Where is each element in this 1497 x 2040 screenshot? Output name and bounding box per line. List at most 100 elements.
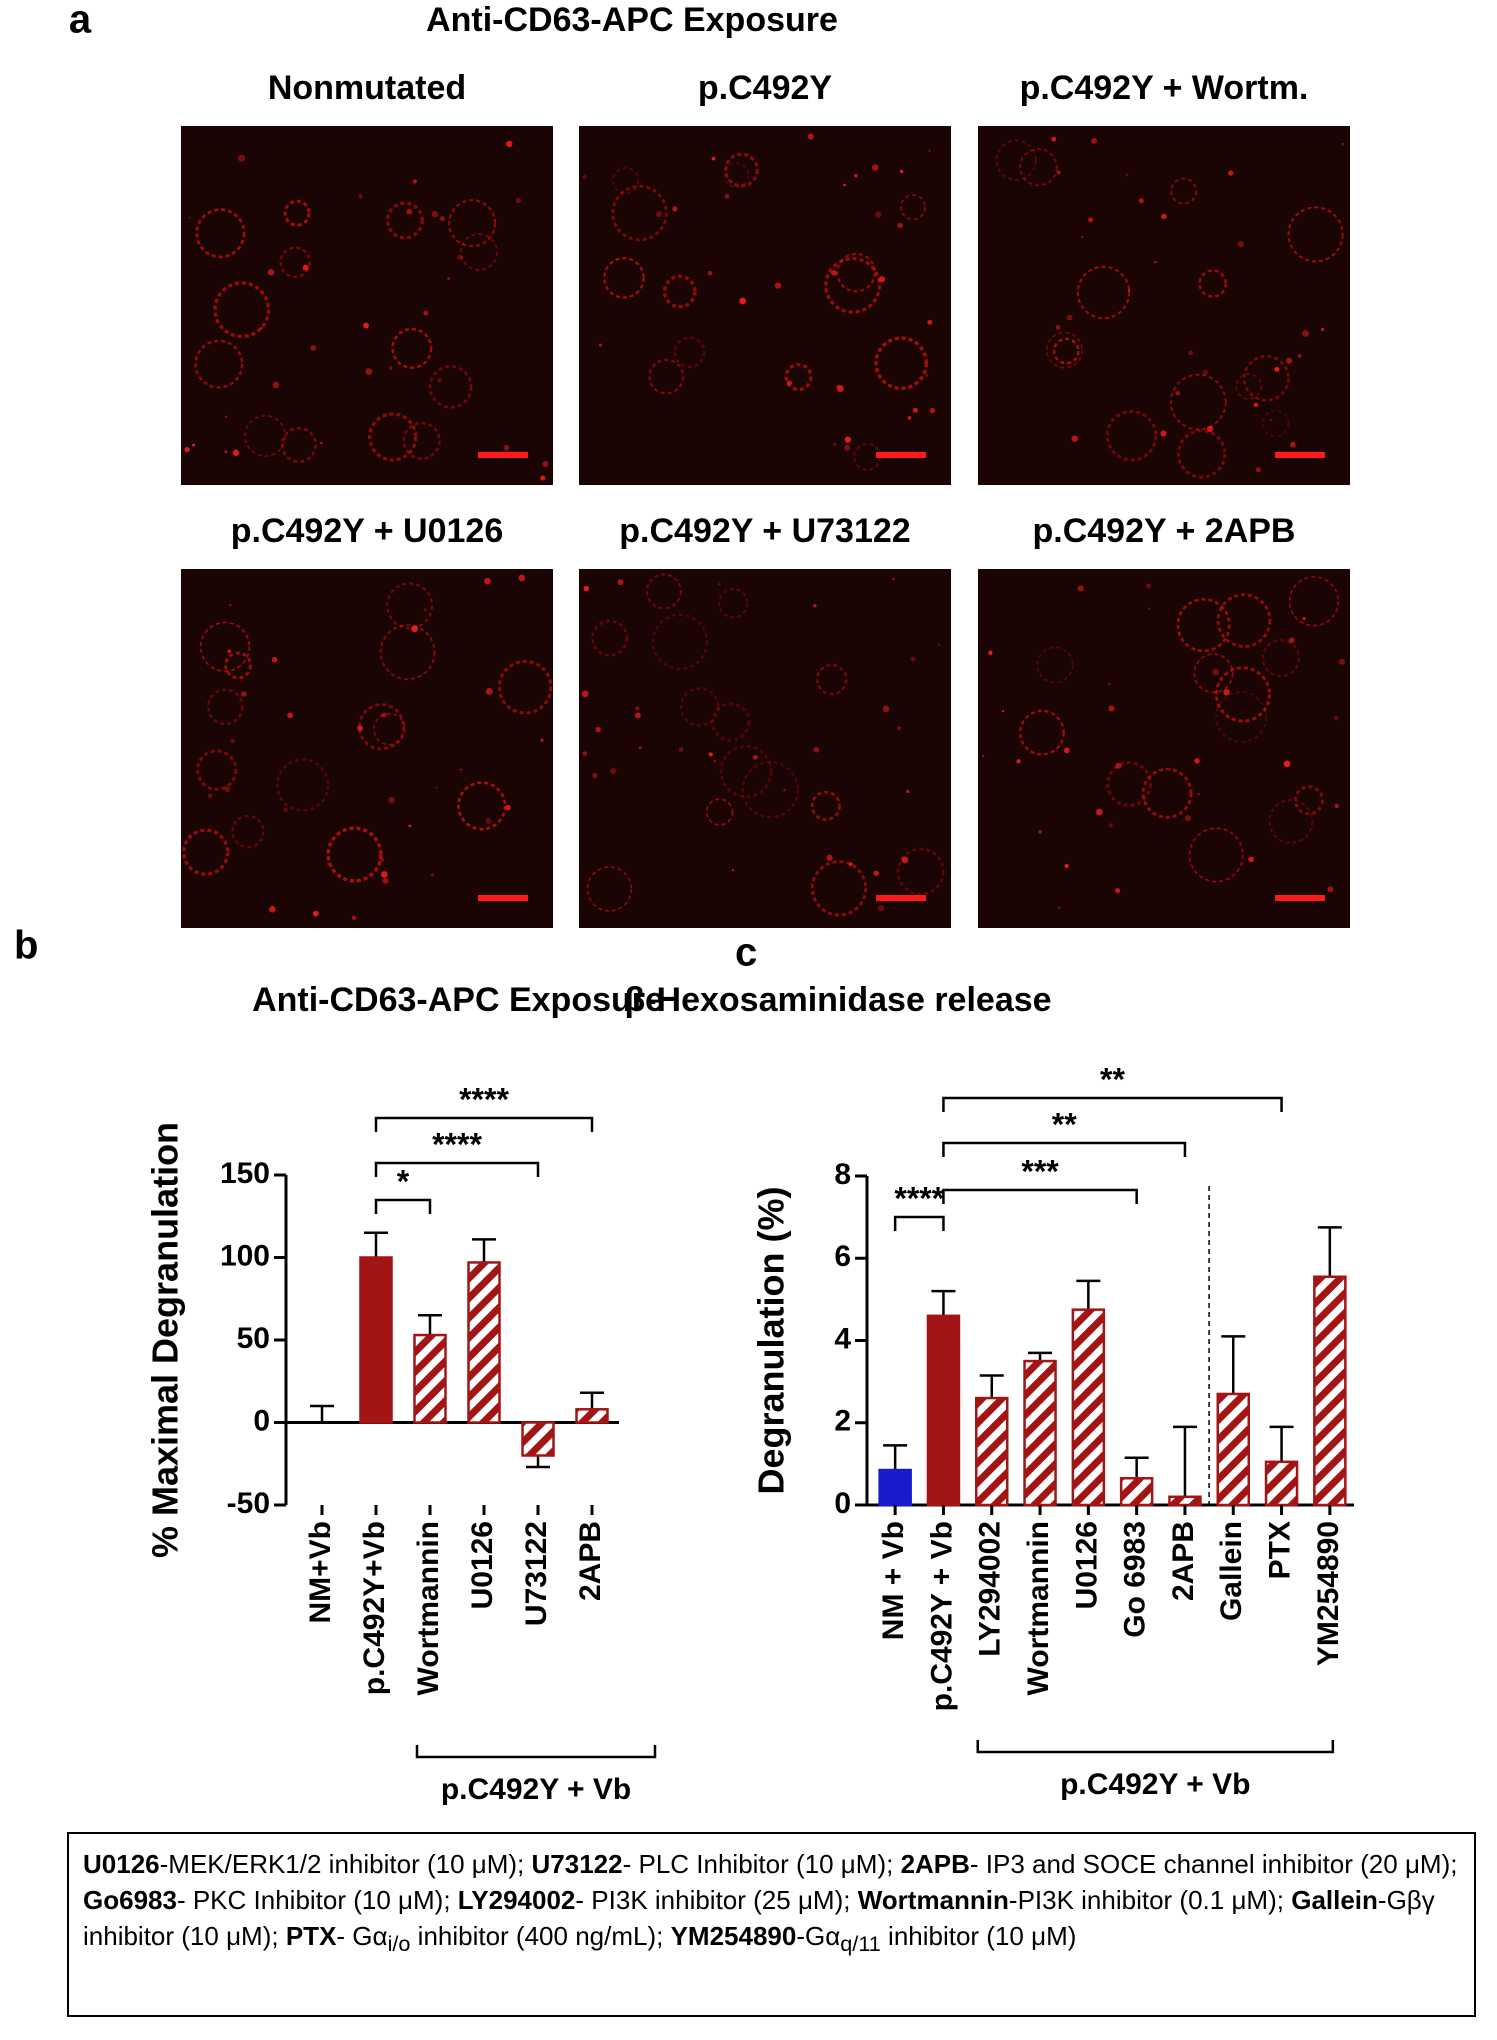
speck [912, 407, 919, 413]
speck [1194, 758, 1200, 764]
cell [1214, 666, 1271, 723]
cell [741, 761, 799, 819]
cell [611, 184, 668, 242]
speck [260, 326, 263, 330]
speck [1269, 419, 1273, 422]
cell [280, 426, 317, 464]
cell [723, 162, 750, 189]
speck [503, 444, 510, 451]
speck [813, 604, 817, 608]
cell [1105, 409, 1158, 462]
speck [540, 475, 546, 481]
speck [1038, 830, 1042, 834]
speck [892, 577, 895, 581]
bar [467, 1261, 501, 1424]
group-label: p.C492Y + Vb [1060, 1768, 1250, 1801]
cell [1019, 148, 1058, 187]
cell [428, 365, 473, 409]
cell [1261, 409, 1290, 437]
cell [1235, 372, 1263, 401]
image-label: p.C492Y + U0126 [231, 512, 504, 550]
x-tick-label: Wortmannin [412, 1521, 445, 1695]
cell [705, 798, 734, 826]
speck [906, 789, 910, 794]
speck [1302, 329, 1309, 337]
speck [1095, 808, 1103, 816]
cell [1288, 576, 1340, 627]
y-axis-label: Degranulation (%) [751, 1186, 792, 1494]
significance-bracket [374, 1198, 432, 1214]
speck [388, 366, 393, 370]
speck [925, 373, 929, 377]
cell [603, 257, 645, 299]
speck [224, 786, 231, 793]
speck [1064, 863, 1069, 868]
cell [1193, 653, 1234, 694]
bar [1071, 1308, 1106, 1507]
cell [784, 362, 813, 392]
speck [1127, 289, 1131, 292]
speck [241, 691, 247, 697]
cell [1215, 691, 1268, 743]
speck [907, 416, 912, 420]
speck [540, 738, 544, 743]
figure-canvas: a Anti-CD63-APC Exposure Nonmutated p.C49… [14, 0, 1354, 1806]
speck [981, 755, 985, 758]
speck [910, 656, 916, 662]
drug-description: inhibitor (400 ng/mL); [410, 1921, 664, 1951]
speck [1202, 369, 1209, 376]
cell [1188, 827, 1244, 883]
speck [1108, 823, 1113, 828]
significance-label: ** [1052, 1106, 1077, 1142]
speck [430, 873, 434, 877]
bar [1313, 1275, 1347, 1507]
speck [406, 208, 413, 215]
speck [1055, 325, 1061, 330]
speck [232, 449, 240, 456]
drug-name: U0126 [83, 1849, 160, 1879]
speck [1274, 366, 1280, 372]
speck [1115, 762, 1122, 769]
cell [899, 194, 927, 221]
significance-bracket [942, 1188, 1138, 1204]
x-tick-label: p.C492Y + Vb [925, 1521, 958, 1711]
speck [423, 608, 427, 612]
speck [439, 216, 445, 222]
cell [591, 619, 629, 657]
speck [1327, 886, 1334, 893]
x-tick-label: PTX [1263, 1521, 1296, 1579]
drug-description: -Gβγ inhibitor (10 μM); [83, 1885, 1435, 1951]
x-tick-label: Wortmannin [1022, 1521, 1055, 1695]
x-tick-label: Go 6983 [1119, 1521, 1152, 1638]
speck [1188, 350, 1194, 356]
speck [412, 179, 418, 184]
panel-label: a [69, 0, 92, 42]
cell [1176, 429, 1227, 479]
cell [673, 336, 706, 369]
speck [358, 194, 363, 199]
speck [678, 747, 684, 752]
speck [1237, 241, 1244, 248]
speck [1333, 715, 1339, 721]
drug-description: - PLC Inhibitor (10 μM); [622, 1849, 894, 1879]
speck [224, 450, 228, 454]
drug-description: inhibitor (10 μM) [880, 1921, 1077, 1951]
drug-description: - PI3K inhibitor (25 μM); [575, 1885, 851, 1915]
cell [1176, 598, 1231, 653]
speck [1288, 637, 1295, 644]
cell [1261, 639, 1300, 678]
cell [717, 588, 749, 619]
panel-label: c [735, 931, 757, 975]
speck [506, 140, 513, 148]
y-tick-label: 150 [220, 1157, 270, 1190]
speck [380, 871, 388, 878]
cell [244, 415, 287, 457]
cell [1198, 269, 1228, 298]
speck [598, 343, 602, 347]
speck [457, 254, 463, 261]
speck [854, 173, 858, 178]
speck [381, 712, 387, 718]
cell [1268, 799, 1314, 844]
speck [843, 183, 846, 187]
y-tick-label: 6 [834, 1240, 851, 1273]
